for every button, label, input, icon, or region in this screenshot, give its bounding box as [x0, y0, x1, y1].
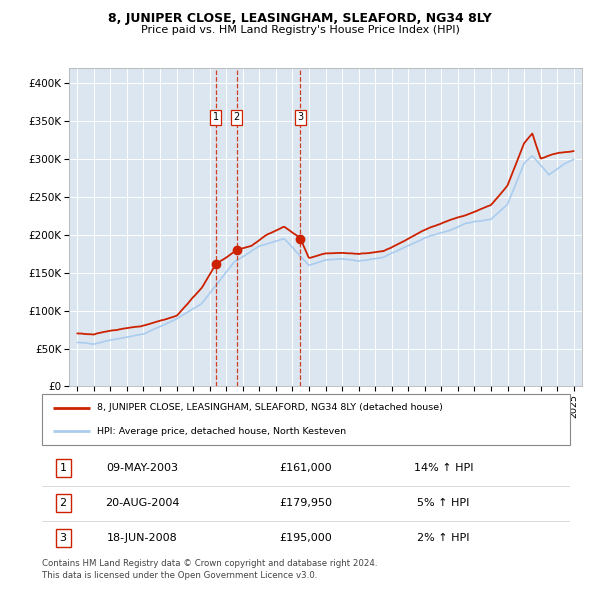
- Text: This data is licensed under the Open Government Licence v3.0.: This data is licensed under the Open Gov…: [42, 571, 317, 579]
- Text: 2% ↑ HPI: 2% ↑ HPI: [417, 533, 470, 543]
- Text: 8, JUNIPER CLOSE, LEASINGHAM, SLEAFORD, NG34 8LY (detached house): 8, JUNIPER CLOSE, LEASINGHAM, SLEAFORD, …: [97, 403, 443, 412]
- Text: 18-JUN-2008: 18-JUN-2008: [107, 533, 178, 543]
- Text: 20-AUG-2004: 20-AUG-2004: [105, 499, 179, 508]
- Text: £195,000: £195,000: [280, 533, 332, 543]
- Text: £161,000: £161,000: [280, 463, 332, 473]
- Text: 1: 1: [59, 463, 67, 473]
- Text: Price paid vs. HM Land Registry's House Price Index (HPI): Price paid vs. HM Land Registry's House …: [140, 25, 460, 35]
- Text: Contains HM Land Registry data © Crown copyright and database right 2024.: Contains HM Land Registry data © Crown c…: [42, 559, 377, 568]
- Text: 3: 3: [297, 112, 303, 122]
- Text: 2: 2: [233, 112, 240, 122]
- Text: HPI: Average price, detached house, North Kesteven: HPI: Average price, detached house, Nort…: [97, 427, 347, 436]
- Text: £179,950: £179,950: [280, 499, 332, 508]
- Text: 8, JUNIPER CLOSE, LEASINGHAM, SLEAFORD, NG34 8LY: 8, JUNIPER CLOSE, LEASINGHAM, SLEAFORD, …: [108, 12, 492, 25]
- Text: 3: 3: [59, 533, 67, 543]
- Text: 1: 1: [212, 112, 218, 122]
- Text: 5% ↑ HPI: 5% ↑ HPI: [417, 499, 469, 508]
- Text: 09-MAY-2003: 09-MAY-2003: [106, 463, 178, 473]
- Text: 14% ↑ HPI: 14% ↑ HPI: [413, 463, 473, 473]
- Text: 2: 2: [59, 499, 67, 508]
